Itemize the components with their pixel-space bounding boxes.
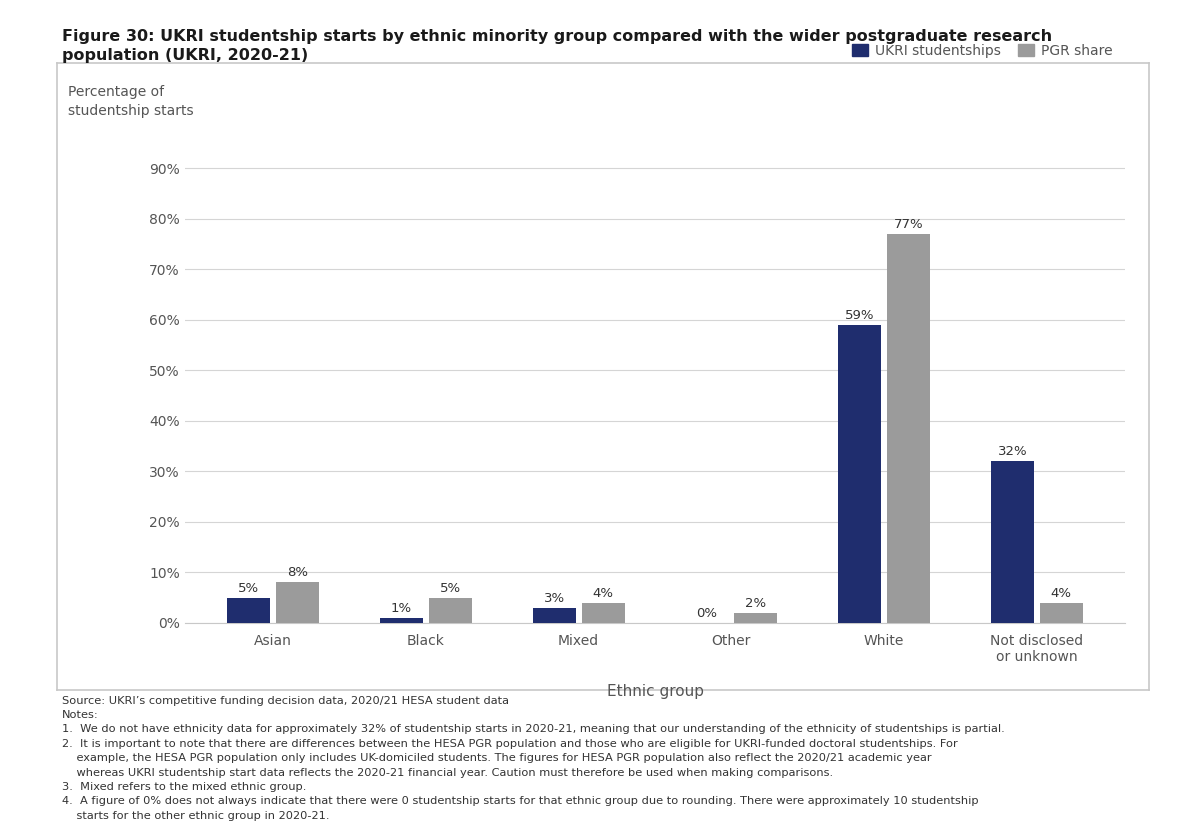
Text: studentship starts: studentship starts: [68, 104, 193, 118]
Text: Source: UKRI’s competitive funding decision data, 2020/21 HESA student data
Note: Source: UKRI’s competitive funding decis…: [62, 696, 1005, 821]
Text: 32%: 32%: [998, 445, 1028, 458]
Text: 4%: 4%: [593, 587, 613, 599]
X-axis label: Ethnic group: Ethnic group: [606, 684, 704, 699]
Legend: UKRI studentships, PGR share: UKRI studentships, PGR share: [846, 38, 1118, 64]
Text: 4%: 4%: [1050, 587, 1072, 599]
Bar: [276, 583, 319, 623]
Text: 59%: 59%: [844, 308, 874, 322]
Text: 8%: 8%: [287, 566, 308, 579]
Bar: [227, 598, 270, 623]
Text: 2%: 2%: [746, 597, 767, 609]
Text: 3%: 3%: [543, 592, 565, 604]
Text: Percentage of: Percentage of: [68, 85, 164, 99]
Bar: [1040, 603, 1083, 623]
Text: 5%: 5%: [238, 582, 260, 594]
Text: 77%: 77%: [893, 218, 923, 231]
Text: 1%: 1%: [391, 602, 412, 614]
Bar: [380, 618, 423, 623]
Text: 5%: 5%: [439, 582, 461, 594]
Text: 0%: 0%: [697, 607, 717, 619]
Bar: [581, 603, 624, 623]
Text: population (UKRI, 2020-21): population (UKRI, 2020-21): [62, 48, 308, 63]
Bar: [429, 598, 472, 623]
Bar: [838, 325, 881, 623]
Text: Figure 30: UKRI studentship starts by ethnic minority group compared with the wi: Figure 30: UKRI studentship starts by et…: [62, 29, 1052, 44]
Bar: [887, 234, 930, 623]
Bar: [991, 461, 1034, 623]
Bar: [735, 613, 778, 623]
Bar: [532, 608, 575, 623]
